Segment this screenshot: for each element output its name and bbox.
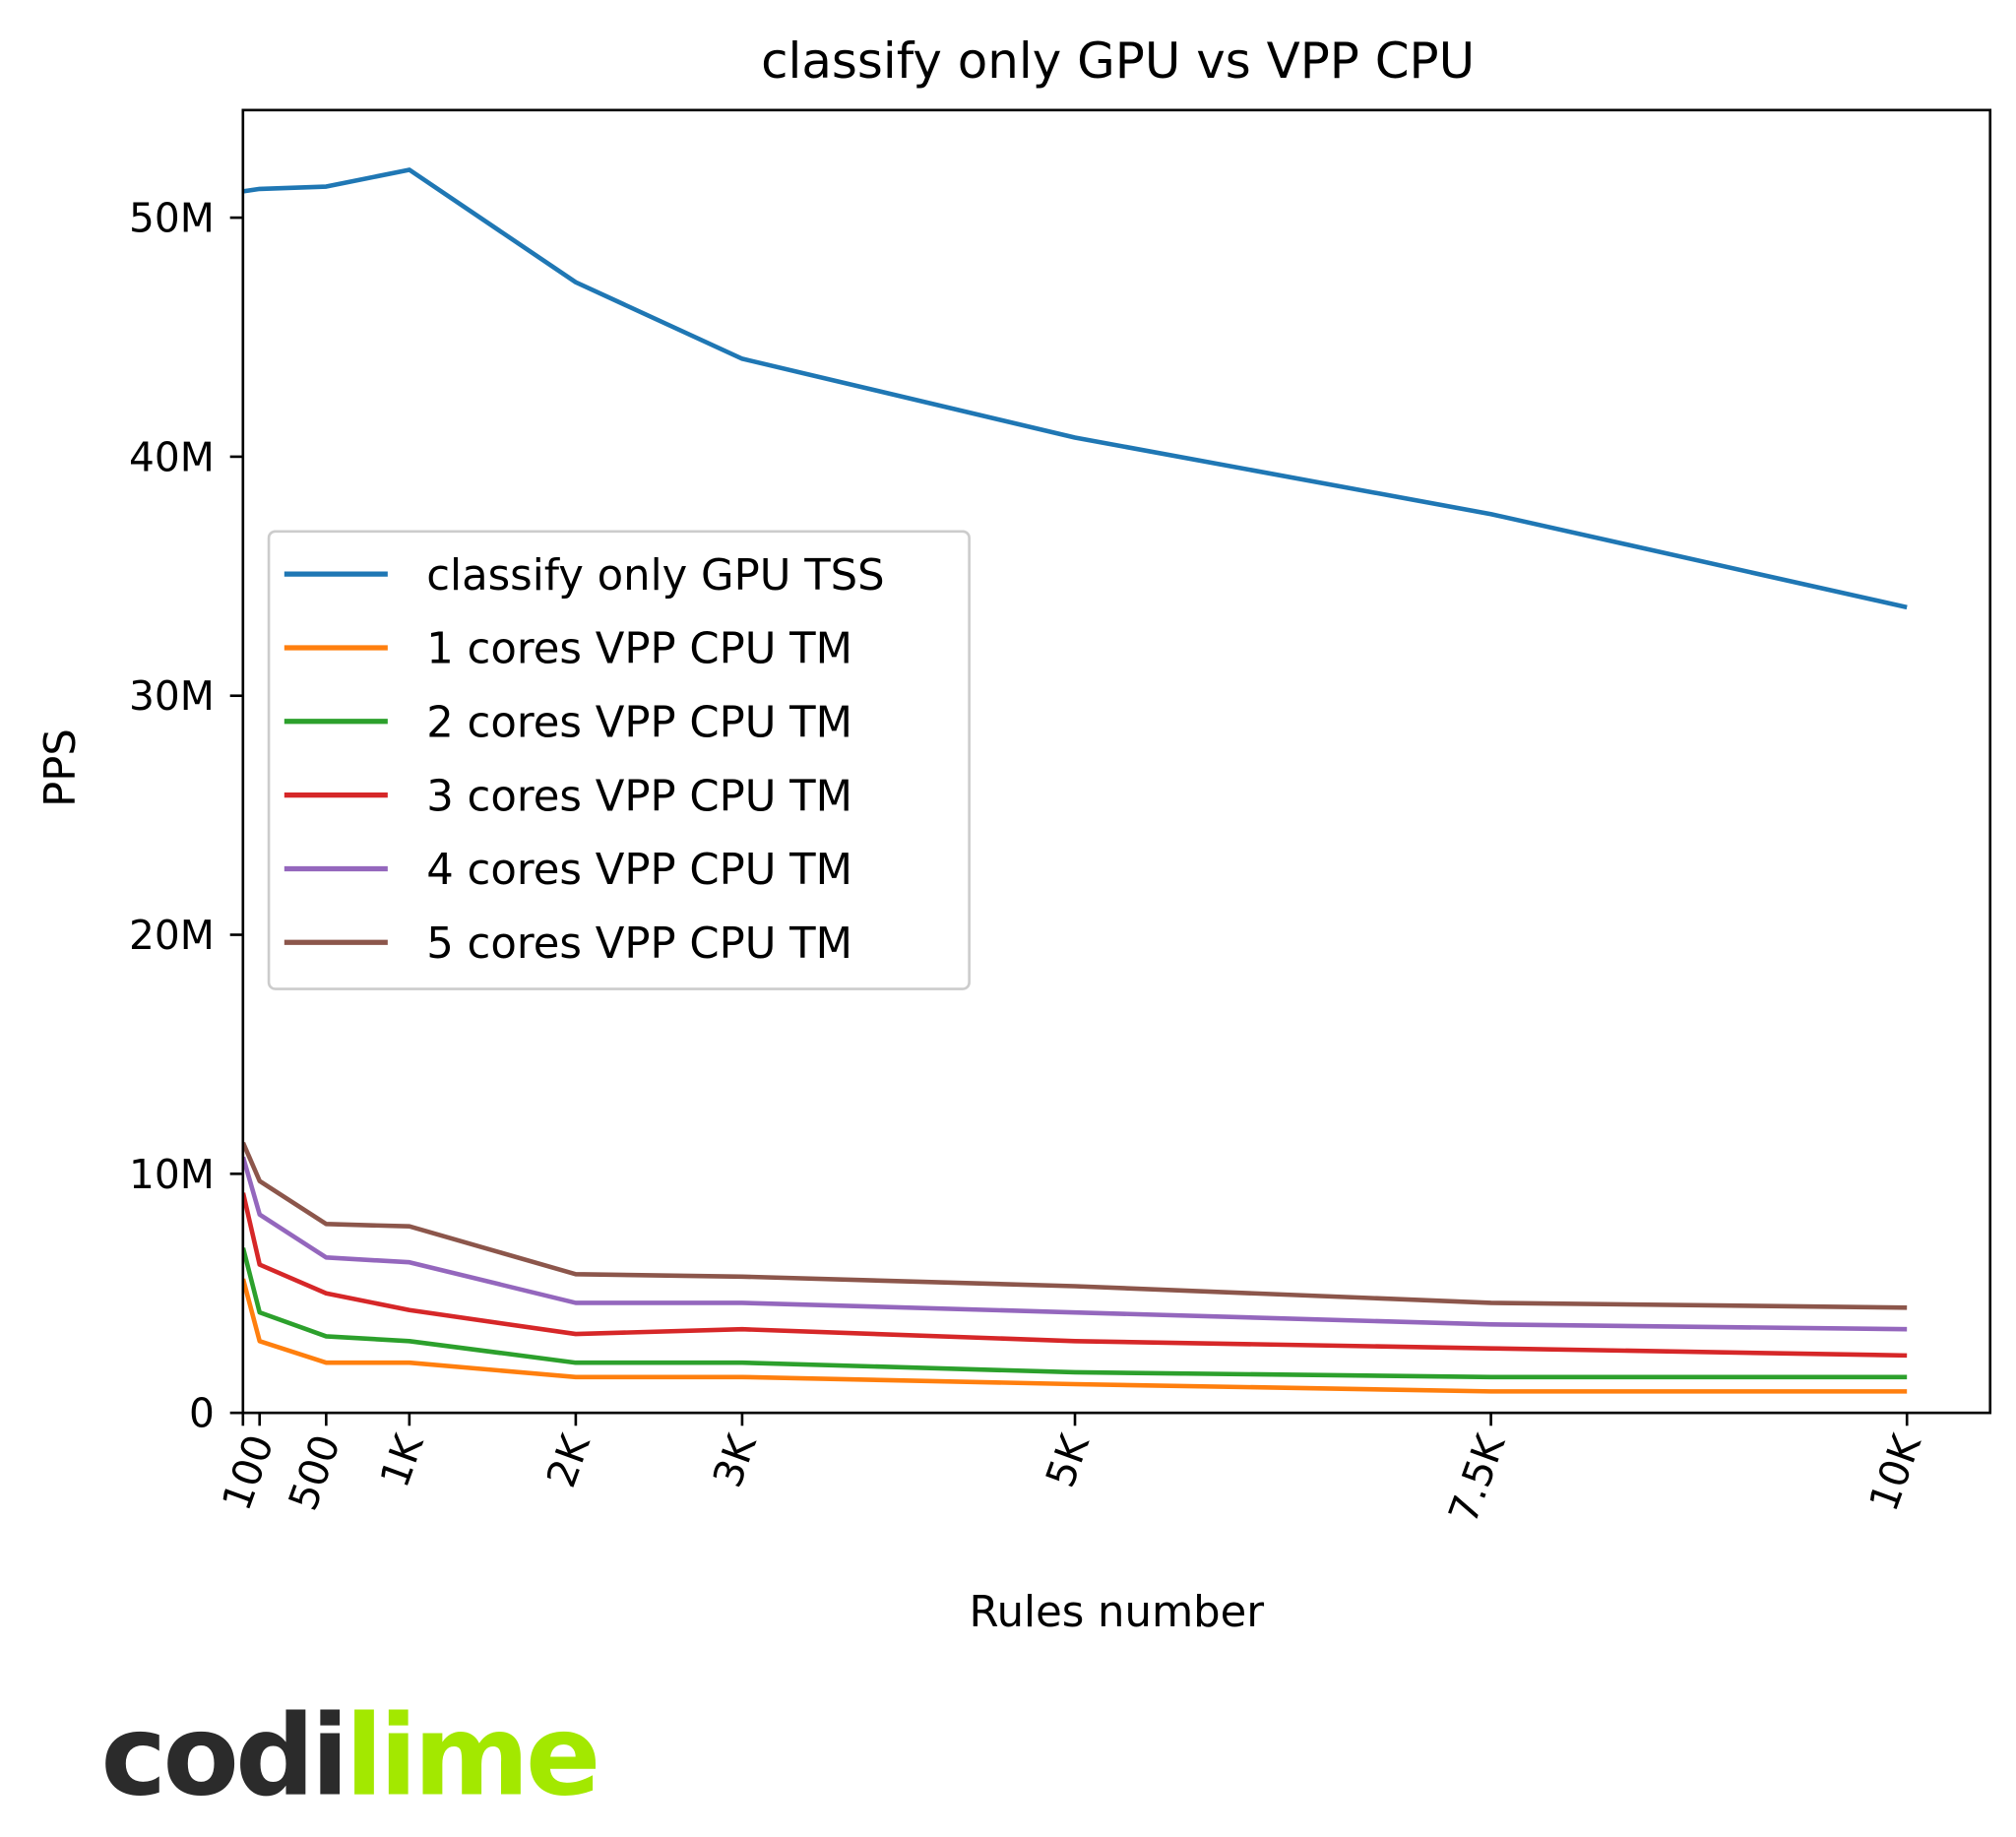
logo-part-lime: lime [346, 1690, 598, 1820]
legend-label: classify only GPU TSS [426, 551, 884, 601]
logo-part-codi: codi [100, 1690, 345, 1820]
y-axis-label: PPS [36, 728, 86, 807]
x-axis-label: Rules number [969, 1588, 1264, 1637]
legend-box [267, 530, 971, 990]
legend-label: 4 cores VPP CPU TM [426, 846, 852, 895]
legend-label: 5 cores VPP CPU TM [426, 919, 852, 969]
y-tick-label: 20M [129, 912, 215, 959]
x-tick-label: 2K [537, 1427, 600, 1493]
chart-title: classify only GPU vs VPP CPU [761, 32, 1475, 90]
y-tick-label: 0 [189, 1390, 215, 1437]
x-tick-label: 1K [371, 1427, 434, 1493]
y-tick-label: 50M [129, 195, 215, 242]
x-tick-label: 5K [1037, 1427, 1100, 1493]
series-line-3 [242, 1247, 1908, 1380]
series-group [242, 167, 1908, 1394]
y-tick-label: 40M [129, 433, 215, 480]
legend-label: 2 cores VPP CPU TM [426, 699, 852, 748]
axes-frame [241, 108, 1992, 1415]
x-tick-label: 10K [1859, 1427, 1930, 1517]
x-tick-label: 3K [704, 1427, 767, 1493]
legend-label: 3 cores VPP CPU TM [426, 772, 852, 821]
svg-text:codilime: codilime [100, 1690, 597, 1820]
series-line-6 [242, 1141, 1908, 1310]
series-line-4 [242, 1192, 1908, 1359]
series-line-1 [242, 167, 1908, 610]
series-line-2 [242, 1278, 1908, 1394]
x-tick-label: 7.5K [1439, 1427, 1515, 1530]
x-tick-label: 500 [279, 1428, 349, 1516]
legend-label: 1 cores VPP CPU TM [426, 625, 852, 674]
y-tick-label: 30M [129, 672, 215, 720]
x-tick-label: 100 [213, 1428, 284, 1516]
legend: classify only GPU TSS 1 cores VPP CPU TM 2… [267, 530, 971, 990]
y-tick-label: 10M [129, 1151, 215, 1198]
codilime-logo: codilime [100, 1690, 600, 1820]
series-line-5 [242, 1156, 1908, 1332]
